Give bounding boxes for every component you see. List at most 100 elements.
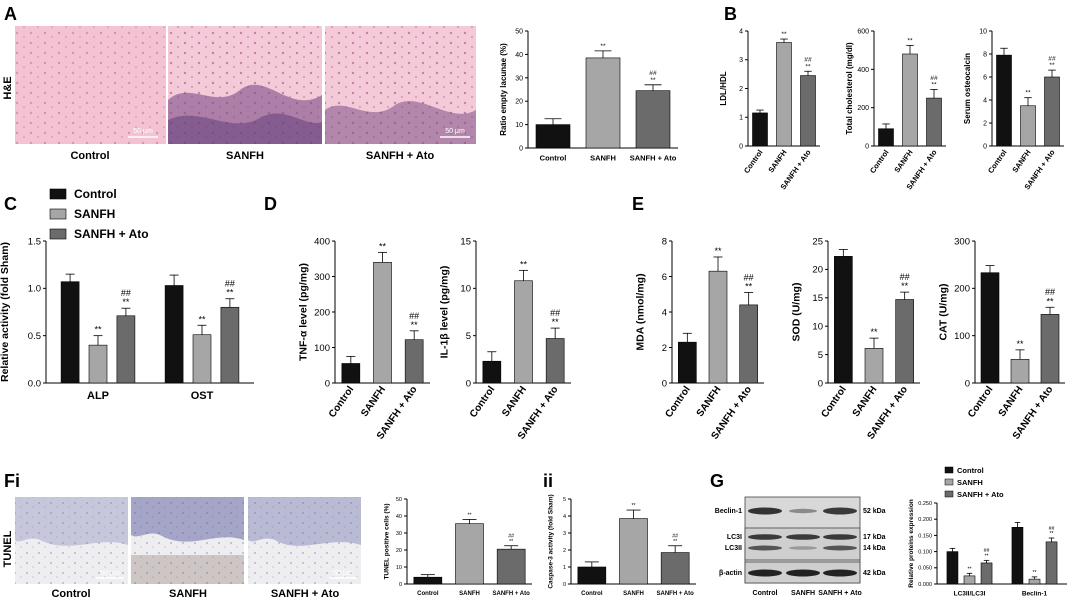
significance-label: ** [467, 512, 471, 518]
y-tick-label: 8 [662, 236, 667, 247]
bar [739, 304, 758, 384]
bar [878, 128, 894, 147]
tunel-scale-bar-label: 50 μm [100, 570, 120, 577]
chart-b-osteo: 0 2 4 6 8 10 Serum osteocalcin Control ** SANFH ##… [963, 28, 1064, 191]
y-tick-label: 20 [396, 548, 402, 554]
chart-a-lacunae: 0 10 20 30 40 50 Ratio empty lacunae (%) Contro… [499, 28, 678, 163]
bar [404, 339, 424, 384]
bar [413, 576, 443, 585]
y-tick-label: 5 [818, 350, 823, 361]
significance-label: ## [225, 279, 235, 289]
significance-label: ## [508, 534, 514, 540]
category-label: Control [327, 384, 357, 420]
bar [902, 53, 918, 147]
panel-letter-b: B [724, 4, 737, 24]
y-tick-label: 0.050 [918, 566, 932, 572]
he-scale-bar-label: 50 μm [133, 128, 153, 135]
y-tick-label: 10 [460, 284, 471, 295]
bar [60, 281, 80, 384]
significance-label: ** [870, 327, 878, 337]
bar [660, 552, 690, 585]
he-image-sanfh-ato: 50 μm [325, 26, 476, 144]
category-label: SANFH + Ato [493, 591, 531, 597]
y-axis-title: CAT (U/mg) [937, 284, 949, 341]
y-tick-label: 4 [983, 97, 987, 104]
significance-label: ** [805, 63, 811, 70]
significance-label: ** [1046, 296, 1054, 306]
blot-kda-lc3i: 17 kDa [863, 534, 886, 541]
chart-c-activity: 0.0 0.5 1.0 1.5 Relative activity (fold Sham… [0, 236, 254, 402]
y-tick-label: 10 [515, 122, 523, 129]
category-label: Control [819, 384, 849, 420]
y-tick-label: 0 [519, 145, 523, 152]
y-tick-label: 0 [563, 582, 566, 588]
y-tick-label: 0.5 [28, 331, 41, 342]
bar [708, 270, 728, 384]
y-tick-label: 15 [460, 236, 471, 247]
bar [577, 566, 607, 585]
bar [800, 75, 816, 147]
y-tick-label: 4 [662, 307, 667, 318]
y-axis-title: Serum osteocalcin [963, 53, 972, 124]
blot-kda-lc3ii: 14 kDa [863, 545, 886, 552]
category-label: SANFH [590, 154, 616, 163]
y-tick-label: 10 [979, 28, 987, 35]
significance-label: ** [552, 317, 560, 327]
significance-label: ## [930, 75, 938, 82]
y-axis-title: MDA (nmol/mg) [634, 273, 646, 350]
legend-g-control: Control [957, 466, 984, 475]
category-label: Control [581, 591, 603, 597]
y-tick-label: 200 [954, 284, 970, 295]
bar [164, 285, 184, 384]
bar [116, 315, 136, 384]
legend-c-sanfh: SANFH [74, 207, 115, 221]
bar [1028, 578, 1041, 585]
category-label: SANFH + Ato [630, 154, 677, 163]
category-label: Control [663, 384, 693, 420]
bar [514, 280, 533, 384]
bar [980, 272, 1000, 384]
panel-letter-d: D [264, 194, 277, 214]
significance-label: ## [409, 311, 419, 321]
bar [535, 124, 571, 149]
significance-label: ** [122, 297, 130, 307]
significance-label: ** [673, 539, 677, 545]
y-tick-label: 0 [466, 378, 471, 389]
significance-label: ** [901, 281, 909, 291]
bar [1044, 76, 1060, 147]
category-label: OST [191, 390, 214, 402]
y-tick-label: 200 [857, 105, 869, 112]
bar [1045, 541, 1058, 585]
y-tick-label: 30 [515, 75, 523, 82]
y-tick-label: 10 [812, 322, 823, 333]
chart-f-casp: 0 1 2 3 4 5 Caspase-3 activity (fold Sham) Cont… [548, 494, 696, 597]
y-tick-label: 0 [739, 143, 743, 150]
y-tick-label: 50 [396, 497, 402, 503]
panel-letter-a: A [4, 4, 17, 24]
y-axis-title: Ratio empty lacunae (%) [499, 43, 508, 136]
significance-label: ** [931, 81, 937, 88]
significance-label: ## [649, 70, 657, 77]
y-axis-title: SOD (U/mg) [790, 283, 802, 342]
y-tick-label: 50 [515, 28, 523, 35]
legend-c-control: Control [74, 187, 117, 201]
significance-label: ## [900, 272, 910, 282]
significance-label: ## [1045, 287, 1055, 297]
he-label-control: Control [70, 150, 109, 162]
y-tick-label: 600 [857, 28, 869, 35]
he-image-row: H&E 50 μm 50 μm Control SANFH SANFH + At… [2, 26, 476, 162]
category-label: SANFH [766, 148, 788, 174]
blot-kda-beclin: 52 kDa [863, 508, 886, 515]
bar [996, 54, 1012, 147]
legend-g-sanfh: SANFH [957, 478, 983, 487]
panel-letter-c: C [4, 194, 17, 214]
he-image-sanfh [168, 26, 322, 144]
y-tick-label: 0.000 [918, 582, 932, 588]
bar [1020, 105, 1036, 147]
significance-label: ** [600, 43, 606, 50]
y-tick-label: 300 [954, 236, 970, 247]
